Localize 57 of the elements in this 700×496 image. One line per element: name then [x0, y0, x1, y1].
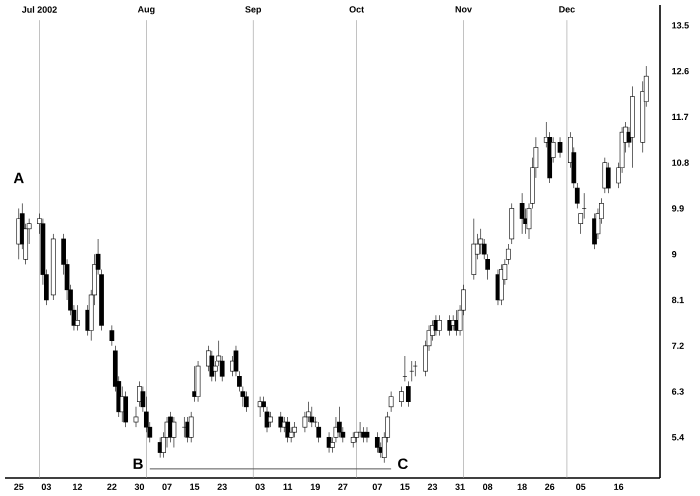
ref-line-label: Sep: [245, 6, 262, 14]
x-tick-label: 08: [483, 484, 492, 490]
x-tick-label: 03: [42, 484, 52, 490]
candlestick: [110, 325, 114, 346]
x-tick-label: 16: [614, 484, 624, 490]
y-tick-label: 10.8: [672, 159, 689, 166]
x-tick-label: 07: [162, 484, 172, 490]
candlestick: [350, 432, 356, 448]
candlestick: [388, 391, 394, 412]
x-tick-label: 31: [455, 484, 465, 490]
x-tick-label: 30: [134, 484, 144, 490]
y-tick-label: 11.7: [672, 114, 688, 120]
candlestick: [75, 304, 80, 331]
candlestick: [134, 406, 138, 428]
x-tick-label: 11: [284, 484, 292, 490]
candlestick: [172, 416, 176, 448]
x-tick-label: 07: [372, 484, 382, 490]
candlestick: [606, 162, 611, 194]
x-tick-label: 15: [400, 484, 410, 490]
x-tick-label: 25: [14, 484, 24, 490]
candlestick: [268, 412, 273, 428]
y-tick-label: 8.1: [672, 296, 684, 304]
candlestick: [520, 192, 524, 234]
ref-line-label: Jul 2002: [22, 6, 57, 13]
candlestick: [188, 412, 194, 443]
ref-line-label: Dec: [559, 6, 575, 12]
candlestick: [316, 422, 322, 443]
x-tick-label: 18: [518, 484, 527, 490]
x-tick-label: 23: [428, 484, 438, 490]
y-tick-label: 9.9: [672, 205, 684, 212]
y-tick-label: 7.2: [672, 342, 684, 349]
annotation: B: [134, 458, 143, 469]
x-tick-label: 22: [107, 484, 116, 490]
candlestick: [364, 426, 370, 443]
x-tick-label: 15: [190, 484, 200, 490]
x-tick-label: 05: [576, 484, 586, 490]
x-tick-label: 26: [545, 484, 554, 490]
annotation: C: [398, 458, 408, 470]
ref-line-label: Oct: [350, 6, 364, 13]
x-tick-label: 03: [255, 484, 265, 490]
x-tick-label: 19: [310, 484, 320, 490]
annotation: A: [14, 172, 24, 184]
candlestick: [437, 314, 442, 336]
ref-line-label: Aug: [138, 6, 154, 14]
ref-line-label: Nov: [456, 6, 472, 12]
x-tick-label: 23: [218, 484, 227, 490]
candlestick: [326, 432, 332, 453]
candlestick: [406, 381, 411, 408]
candlestick: [558, 136, 562, 158]
candlestick: [399, 386, 404, 408]
y-tick-label: 5.4: [672, 434, 684, 440]
y-tick-label: 13.5: [672, 22, 689, 29]
y-tick-label: 6.3: [672, 388, 684, 395]
x-tick-label: 12: [72, 484, 82, 490]
y-tick-label: 12.6: [672, 68, 689, 74]
x-tick-label: 27: [338, 484, 348, 490]
y-tick-label: 9: [672, 251, 676, 258]
